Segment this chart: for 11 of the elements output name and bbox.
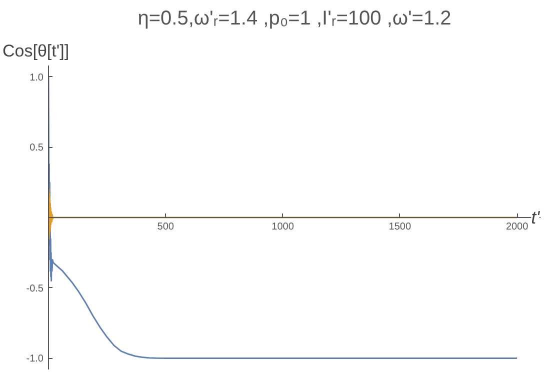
y-axis-title: Cos[θ[t']]: [2, 42, 70, 60]
chart-title: η=0.5,ω'ᵣ=1.4 ,p₀=1 ,I'ᵣ=100 ,ω'=1.2: [138, 8, 452, 30]
y-tick-label: 1.0: [30, 72, 44, 84]
x-axis-title: t': [531, 208, 540, 228]
x-tick-label: 1000: [272, 222, 294, 232]
y-tick-label: -0.5: [26, 283, 44, 294]
y-tick-label: -1.0: [26, 354, 44, 365]
x-tick-label: 2000: [506, 222, 529, 232]
x-tick-label: 1500: [388, 222, 412, 232]
y-tick-label: 0.5: [30, 142, 44, 154]
x-tick-label: 500: [157, 222, 174, 232]
